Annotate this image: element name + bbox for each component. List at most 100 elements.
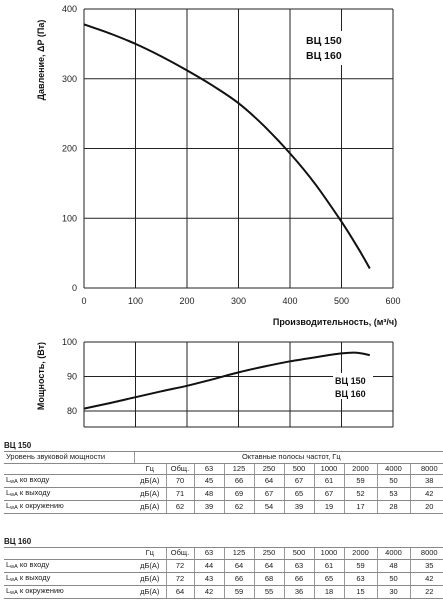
- header-cell: 2000: [343, 547, 377, 560]
- x-tick-label: 400: [282, 296, 297, 306]
- y-tick-label: 0: [72, 283, 77, 293]
- x-tick-label: 600: [385, 296, 400, 306]
- unit-cell: дБ(А): [134, 585, 166, 599]
- value-cell: 71: [165, 487, 194, 501]
- header-cell: 8000: [409, 463, 443, 475]
- header-cell: 4000: [376, 547, 410, 560]
- legend-background: [302, 31, 364, 65]
- header-cell: Гц: [134, 463, 166, 475]
- row-label: LwA к выходу: [4, 487, 134, 501]
- charts-area: 0 100 200 300 400 500 600 0 100 200 300 400 ВЦ 150 ВЦ…: [36, 4, 401, 428]
- value-cell: 67: [313, 487, 344, 501]
- x-tick-label: 300: [231, 296, 246, 306]
- y-tick-label: 90: [67, 372, 77, 382]
- table-row: LwA к окружению дБ(А) 62 39 62 54 39 19 17 28 20: [4, 500, 443, 514]
- row-label: LwA ко входу: [4, 559, 134, 573]
- row-label: LwA к окружению: [4, 585, 134, 599]
- power-chart: 80 90 100 ВЦ 150 ВЦ 160 Мощность, (Вт): [36, 337, 394, 428]
- header-cell: 2000: [343, 463, 377, 475]
- series-label: ВЦ 150: [306, 35, 342, 47]
- value-cell: 66: [223, 572, 254, 586]
- unit-cell: дБ(А): [134, 487, 166, 501]
- header-cell: [4, 463, 134, 475]
- value-cell: 43: [193, 572, 224, 586]
- value-cell: 50: [376, 474, 410, 488]
- value-cell: 61: [313, 474, 344, 488]
- value-cell: 35: [409, 559, 443, 573]
- value-cell: 48: [376, 559, 410, 573]
- y-axis-title: Мощность, (Вт): [36, 342, 46, 410]
- x-axis-title: Производительность, (м³/ч): [273, 317, 397, 327]
- header-cell: 1000: [313, 547, 344, 560]
- value-cell: 15: [343, 585, 377, 599]
- value-cell: 18: [313, 585, 344, 599]
- table-header-row: Гц Общ. 63 125 250 500 1000 2000 4000 8000: [4, 463, 443, 475]
- header-cell: 8000: [409, 547, 443, 560]
- value-cell: 42: [409, 572, 443, 586]
- row-label: LwA ко входу: [4, 474, 134, 488]
- header-cell: 1000: [313, 463, 344, 475]
- header-cell: Общ.: [165, 547, 194, 560]
- table-vc150: ВЦ 150 Уровень звуковой мощности Октавны…: [4, 440, 443, 514]
- table-row: LwA к выходу дБ(А) 71 48 69 67 65 67 52 53 42: [4, 487, 443, 501]
- value-cell: 42: [193, 585, 224, 599]
- x-tick-label: 100: [128, 296, 143, 306]
- value-cell: 64: [253, 474, 284, 488]
- unit-cell: дБ(А): [134, 559, 166, 573]
- row-label: LwA к выходу: [4, 572, 134, 586]
- value-cell: 45: [193, 474, 224, 488]
- value-cell: 63: [343, 572, 377, 586]
- header-cell: 63: [193, 463, 224, 475]
- x-tick-label: 500: [334, 296, 349, 306]
- y-tick-label: 100: [62, 337, 77, 347]
- series-label: ВЦ 160: [335, 389, 366, 399]
- series-line: [83, 351, 371, 410]
- table-row: LwA к окружению дБ(А) 64 42 59 55 36 18 15 30 22: [4, 585, 443, 599]
- value-cell: 54: [253, 500, 284, 514]
- y-tick-label: 200: [62, 144, 77, 154]
- header-cell: 250: [253, 463, 284, 475]
- value-cell: 59: [343, 559, 377, 573]
- header-cell: Общ.: [165, 463, 194, 475]
- y-tick-label: 100: [62, 213, 77, 223]
- value-cell: 39: [283, 500, 314, 514]
- x-tick-label: 0: [81, 296, 86, 306]
- unit-cell: дБ(А): [134, 500, 166, 514]
- value-cell: 64: [223, 559, 254, 573]
- value-cell: 36: [283, 585, 314, 599]
- unit-cell: дБ(А): [134, 572, 166, 586]
- value-cell: 65: [283, 487, 314, 501]
- value-cell: 30: [376, 585, 410, 599]
- legend-background: [333, 373, 373, 399]
- value-cell: 53: [376, 487, 410, 501]
- value-cell: 67: [283, 474, 314, 488]
- x-tick-label: 200: [179, 296, 194, 306]
- value-cell: 20: [409, 500, 443, 514]
- value-cell: 59: [223, 585, 254, 599]
- value-cell: 67: [253, 487, 284, 501]
- value-cell: 59: [343, 474, 377, 488]
- value-cell: 52: [343, 487, 377, 501]
- header-cell: 250: [253, 547, 284, 560]
- value-cell: 61: [313, 559, 344, 573]
- header-cell: Гц: [134, 547, 166, 560]
- value-cell: 42: [409, 487, 443, 501]
- value-cell: 38: [409, 474, 443, 488]
- table-title: ВЦ 160: [4, 537, 32, 546]
- value-cell: 64: [253, 559, 284, 573]
- table-header-row: Уровень звуковой мощности Октавные полос…: [4, 451, 443, 464]
- header-cell: Октавные полосы частот, Гц: [133, 451, 443, 464]
- value-cell: 50: [376, 572, 410, 586]
- value-cell: 69: [223, 487, 254, 501]
- header-cell: 63: [193, 547, 224, 560]
- value-cell: 62: [165, 500, 194, 514]
- value-cell: 63: [283, 559, 314, 573]
- value-cell: 64: [165, 585, 194, 599]
- y-tick-label: 400: [62, 4, 77, 14]
- header-cell: Уровень звуковой мощности: [4, 451, 134, 464]
- sound-table: Уровень звуковой мощности Октавные полос…: [4, 451, 443, 514]
- value-cell: 70: [165, 474, 194, 488]
- series-line: [83, 23, 371, 269]
- header-cell: 4000: [376, 463, 410, 475]
- value-cell: 17: [343, 500, 377, 514]
